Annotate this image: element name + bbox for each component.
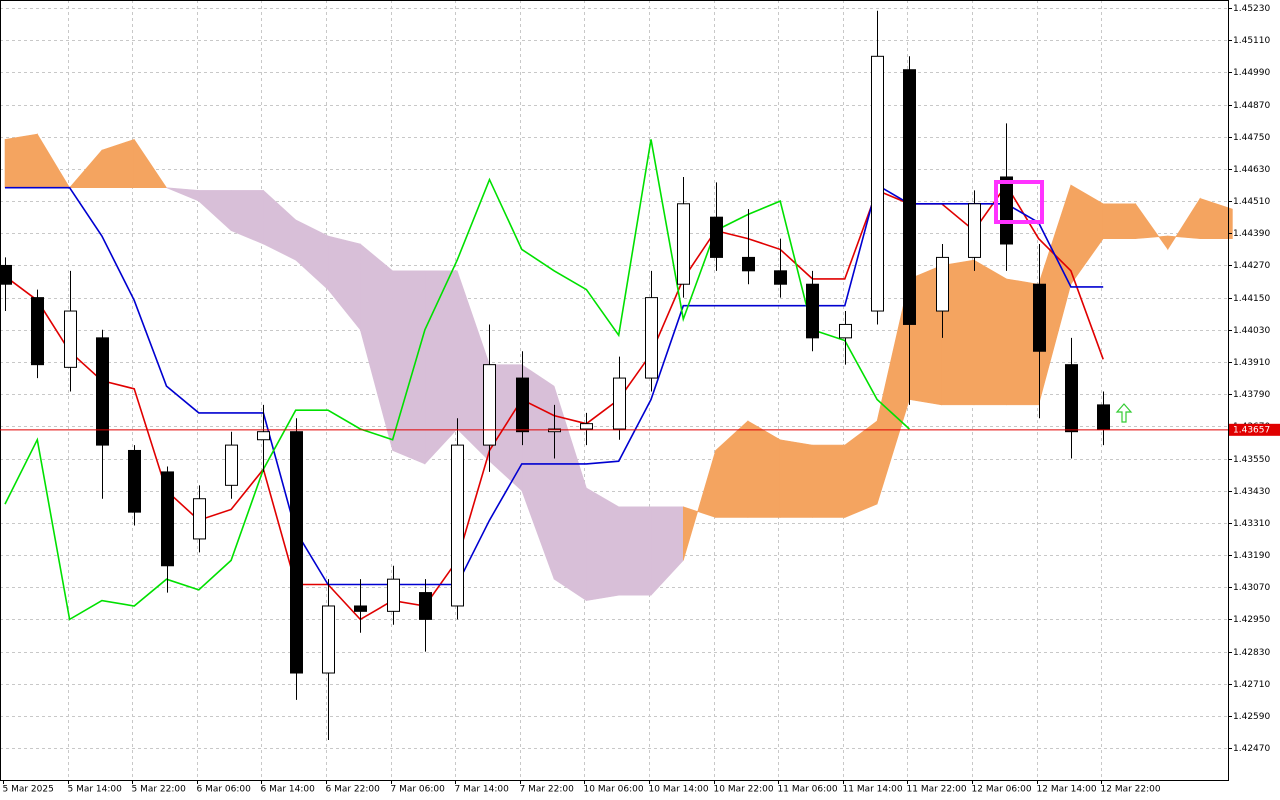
- last-price-box: [1229, 423, 1280, 436]
- candle-body: [1097, 404, 1110, 430]
- y-tick-label: 1.42470: [1233, 744, 1270, 754]
- cloud-segment: [973, 259, 1007, 406]
- x-tick-label: 10 Mar 06:00: [584, 785, 644, 795]
- candle-body: [451, 444, 464, 607]
- y-tick-label: 1.42950: [1233, 615, 1270, 625]
- x-tick-label: 12 Mar 14:00: [1037, 785, 1097, 795]
- candle-body: [290, 431, 303, 674]
- x-tick-label: 11 Mar 14:00: [843, 785, 903, 795]
- x-tick-label: 6 Mar 22:00: [326, 785, 381, 795]
- candle-body: [1033, 283, 1046, 352]
- y-tick-label: 1.43430: [1233, 487, 1270, 497]
- candle-body: [839, 323, 852, 339]
- x-tick-label: 5 Mar 22:00: [132, 785, 187, 795]
- cloud-segment: [586, 487, 620, 601]
- candle-body: [806, 283, 819, 339]
- candle-body: [96, 337, 109, 446]
- x-tick-label: 7 Mar 22:00: [520, 785, 575, 795]
- candle-body: [516, 377, 529, 433]
- candle-body: [742, 256, 755, 272]
- y-tick-label: 1.43310: [1233, 519, 1270, 529]
- x-tick-label: 12 Mar 22:00: [1101, 785, 1161, 795]
- indicator-line: [4, 139, 910, 621]
- candle-body: [645, 297, 658, 379]
- highlight-box: [994, 180, 1044, 224]
- x-tick-label: 11 Mar 22:00: [907, 785, 967, 795]
- x-tick-label: 6 Mar 06:00: [197, 785, 252, 795]
- candle-body: [354, 605, 367, 612]
- y-tick-label: 1.42590: [1233, 712, 1270, 722]
- candle-body: [548, 428, 561, 433]
- cloud-segment: [812, 444, 846, 518]
- candle-body: [387, 578, 400, 612]
- x-tick-label: 11 Mar 06:00: [778, 785, 838, 795]
- cloud-layer: [4, 132, 1233, 602]
- candle-body: [871, 55, 884, 312]
- candle-body: [31, 297, 44, 366]
- candle-body: [580, 423, 593, 430]
- last-price-label: 1.43657: [1233, 425, 1270, 435]
- x-tick-label: 10 Mar 22:00: [714, 785, 774, 795]
- y-tick-label: 1.45230: [1233, 4, 1270, 14]
- candle-body: [968, 203, 981, 258]
- candle-body: [128, 449, 141, 513]
- cloud-segment: [779, 439, 813, 518]
- y-tick-label: 1.43910: [1233, 358, 1270, 368]
- cloud-segment: [4, 133, 38, 188]
- y-tick-label: 1.43790: [1233, 390, 1270, 400]
- y-tick-label: 1.44870: [1233, 101, 1270, 111]
- y-tick-label: 1.44510: [1233, 197, 1270, 207]
- x-tick-label: 7 Mar 14:00: [455, 785, 510, 795]
- cloud-segment: [1199, 198, 1233, 239]
- indicator-line: [5, 183, 1104, 586]
- candle-body: [936, 256, 949, 312]
- y-tick-label: 1.42830: [1233, 648, 1270, 658]
- candle-body: [225, 444, 238, 486]
- candle-body: [613, 377, 626, 430]
- candle-body: [774, 270, 787, 285]
- plot-frame: [0, 0, 1229, 781]
- cloud-segment: [618, 506, 652, 596]
- y-tick-label: 1.44150: [1233, 294, 1270, 304]
- y-tick-label: 1.44630: [1233, 165, 1270, 175]
- buy-arrow: [1115, 403, 1133, 423]
- candle-body: [483, 364, 496, 446]
- candle-body: [903, 69, 916, 325]
- candle-body: [322, 605, 335, 674]
- x-tick-label: 7 Mar 06:00: [391, 785, 446, 795]
- candle-body: [161, 471, 174, 567]
- x-tick-label: 5 Mar 14:00: [68, 785, 123, 795]
- cloud-segment: [392, 270, 426, 465]
- y-tick-label: 1.43550: [1233, 455, 1270, 465]
- x-tick-label: 6 Mar 14:00: [261, 785, 316, 795]
- candle-body: [419, 592, 432, 620]
- x-tick-label: 5 Mar 2025: [3, 785, 54, 795]
- candle-body: [193, 498, 206, 540]
- y-tick-label: 1.43190: [1233, 551, 1270, 561]
- candle-body: [0, 264, 12, 285]
- y-tick-label: 1.44030: [1233, 326, 1270, 336]
- candle-body: [677, 203, 690, 285]
- x-tick-label: 12 Mar 06:00: [972, 785, 1032, 795]
- y-tick-label: 1.43070: [1233, 583, 1270, 593]
- candle-body: [257, 431, 270, 441]
- y-tick-label: 1.44390: [1233, 229, 1270, 239]
- candle-body: [64, 310, 77, 368]
- candle-body: [1065, 364, 1078, 433]
- x-tick-label: 10 Mar 14:00: [649, 785, 709, 795]
- candle-body: [710, 216, 723, 258]
- y-tick-label: 1.44990: [1233, 68, 1270, 78]
- cloud-segment: [1102, 203, 1136, 239]
- y-tick-label: 1.42710: [1233, 680, 1270, 690]
- y-tick-label: 1.44270: [1233, 261, 1270, 271]
- y-tick-label: 1.44750: [1233, 133, 1270, 143]
- candle-layer: [0, 10, 1110, 741]
- y-tick-label: 1.45110: [1233, 36, 1270, 46]
- candle-body: [1000, 176, 1013, 245]
- cloud-segment: [133, 138, 168, 188]
